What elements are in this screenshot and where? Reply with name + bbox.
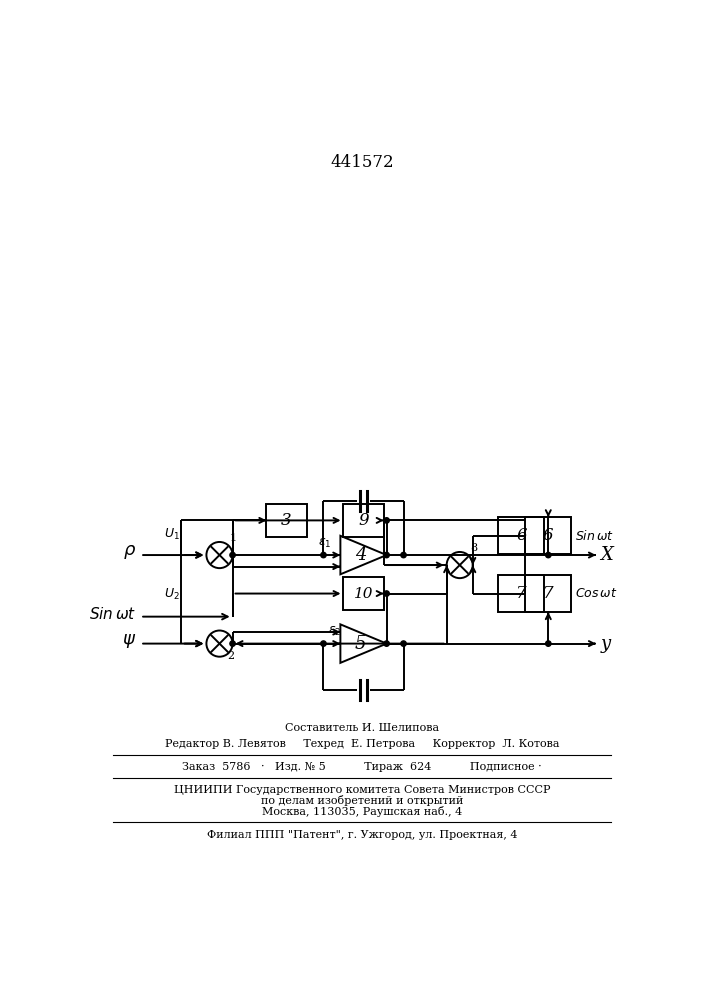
Circle shape bbox=[384, 518, 390, 523]
Circle shape bbox=[384, 552, 390, 558]
Text: Составитель И. Шелипова: Составитель И. Шелипова bbox=[285, 723, 439, 733]
Text: 3: 3 bbox=[281, 512, 292, 529]
Bar bbox=[525, 517, 571, 554]
Text: Заказ  5786   ·   Изд. № 5           Тираж  624           Подписное ·: Заказ 5786 · Изд. № 5 Тираж 624 Подписно… bbox=[182, 762, 542, 772]
Text: 7: 7 bbox=[543, 585, 554, 602]
Circle shape bbox=[401, 641, 407, 646]
Text: $\rho$: $\rho$ bbox=[123, 543, 136, 561]
Text: $Sin\,\omega t$: $Sin\,\omega t$ bbox=[89, 606, 136, 622]
Text: $Sin\,\omega t$: $Sin\,\omega t$ bbox=[575, 529, 614, 543]
Text: Москва, 113035, Раушская наб., 4: Москва, 113035, Раушская наб., 4 bbox=[262, 806, 462, 817]
Bar bbox=[344, 577, 383, 610]
Text: 8: 8 bbox=[469, 543, 477, 553]
Circle shape bbox=[546, 552, 551, 558]
Circle shape bbox=[230, 641, 235, 646]
Text: $U_1$: $U_1$ bbox=[163, 527, 180, 542]
Circle shape bbox=[384, 641, 390, 646]
Circle shape bbox=[230, 552, 235, 558]
Circle shape bbox=[384, 591, 390, 596]
Text: 1: 1 bbox=[230, 533, 237, 543]
Text: 7: 7 bbox=[516, 585, 527, 602]
Text: $\varepsilon_2$: $\varepsilon_2$ bbox=[327, 625, 341, 638]
Text: $\psi$: $\psi$ bbox=[122, 632, 136, 650]
Text: Редактор В. Левятов     Техред  Е. Петрова     Корректор  Л. Котова: Редактор В. Левятов Техред Е. Петрова Ко… bbox=[165, 739, 559, 749]
Circle shape bbox=[401, 552, 407, 558]
Circle shape bbox=[321, 641, 326, 646]
Bar bbox=[344, 504, 383, 537]
Text: $U_2$: $U_2$ bbox=[164, 586, 180, 602]
Text: ЦНИИПИ Государственного комитета Совета Министров СССР: ЦНИИПИ Государственного комитета Совета … bbox=[174, 785, 550, 795]
Circle shape bbox=[321, 552, 326, 558]
Text: 6: 6 bbox=[543, 527, 554, 544]
Text: X: X bbox=[601, 546, 614, 564]
Bar bbox=[498, 575, 544, 612]
Text: y: y bbox=[601, 635, 611, 653]
Text: $\varepsilon_1$: $\varepsilon_1$ bbox=[317, 537, 331, 550]
Text: 441572: 441572 bbox=[330, 154, 394, 171]
Text: 5: 5 bbox=[355, 635, 366, 653]
Circle shape bbox=[546, 641, 551, 646]
Text: Филиал ППП "Патент", г. Ужгород, ул. Проектная, 4: Филиал ППП "Патент", г. Ужгород, ул. Про… bbox=[206, 830, 518, 840]
Text: 10: 10 bbox=[354, 587, 373, 601]
Bar bbox=[525, 575, 571, 612]
Text: $Cos\,\omega t$: $Cos\,\omega t$ bbox=[575, 587, 618, 600]
Text: по делам изобретений и открытий: по делам изобретений и открытий bbox=[261, 795, 463, 806]
Bar bbox=[267, 504, 307, 537]
Bar bbox=[498, 517, 544, 554]
Text: 2: 2 bbox=[227, 651, 234, 661]
Text: 6: 6 bbox=[516, 527, 527, 544]
Text: 4: 4 bbox=[355, 546, 366, 564]
Text: 9: 9 bbox=[358, 512, 369, 529]
